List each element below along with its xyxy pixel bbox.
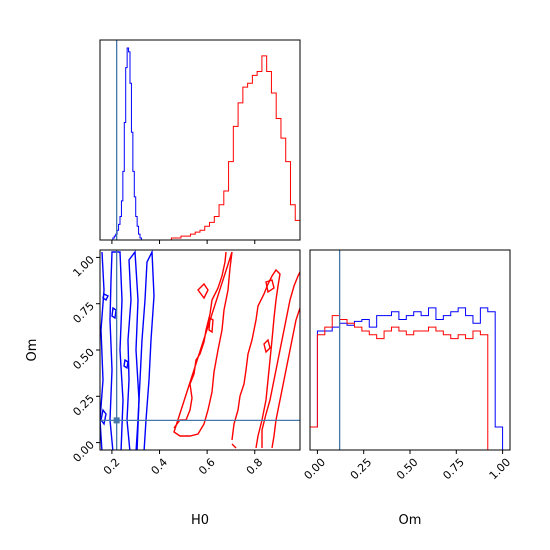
contour-blue-small-2 [100, 408, 107, 426]
tick-label-om-y-2: 0.50 [70, 346, 97, 373]
tick-label-h0-2: 0.6 [196, 456, 218, 478]
panel-frame-om-marginal [309, 249, 511, 451]
contour-blue-right [135, 250, 155, 450]
contour-series-blue [100, 250, 155, 450]
contour-blue-small-3 [123, 358, 129, 370]
hist-h0-series-1 [170, 55, 301, 240]
contour-red-small-4 [208, 316, 214, 334]
y-axis-label-om: Om [25, 339, 40, 362]
panel-h0-marginal [99, 39, 301, 244]
contour-blue-small-4 [111, 306, 117, 320]
panel-frame-h0-marginal [99, 39, 301, 241]
contour-red-small-1 [197, 282, 209, 300]
panel-frame-joint [99, 249, 301, 451]
tick-label-h0-3: 0.8 [244, 456, 266, 478]
tick-label-om-x-1: 0.25 [348, 456, 375, 483]
contour-red-right [261, 271, 300, 449]
tick-label-om-x-0: 0.00 [301, 456, 328, 483]
tick-label-om-x-4: 1.00 [487, 456, 514, 483]
contour-red-small-2 [265, 279, 275, 294]
tick-label-om-x-2: 0.50 [394, 456, 421, 483]
panel-om-marginal: 0.00 0.25 0.50 0.75 1.00 Om [301, 249, 514, 528]
tick-label-om-y-0: 0.00 [70, 438, 97, 465]
contour-red-left [173, 251, 233, 437]
tick-label-om-x-3: 0.75 [440, 456, 467, 483]
tick-label-h0-0: 0.2 [101, 456, 123, 478]
contour-blue-small-1 [102, 292, 109, 302]
tick-label-om-y-3: 0.75 [70, 299, 97, 326]
hist-h0-series-0 [100, 47, 143, 241]
truth-marker [113, 417, 120, 424]
contour-red-small-3 [263, 338, 271, 354]
hist-om-series-0 [309, 307, 504, 450]
hist-om-series-1 [309, 315, 503, 451]
contour-series-red [173, 251, 300, 449]
x-axis-label-h0: H0 [191, 513, 209, 528]
x-axis-label-om: Om [399, 513, 422, 528]
contour-red-mid [231, 268, 281, 449]
tick-label-om-y-1: 0.25 [70, 392, 97, 419]
contour-blue-mid [126, 250, 140, 450]
panel-joint: 0.2 0.4 0.6 0.8 0.00 0.25 0.50 0.75 1.00 H0 Om [25, 249, 301, 528]
tick-label-h0-1: 0.4 [149, 456, 171, 478]
tick-label-om-y-4: 1.00 [70, 253, 97, 280]
